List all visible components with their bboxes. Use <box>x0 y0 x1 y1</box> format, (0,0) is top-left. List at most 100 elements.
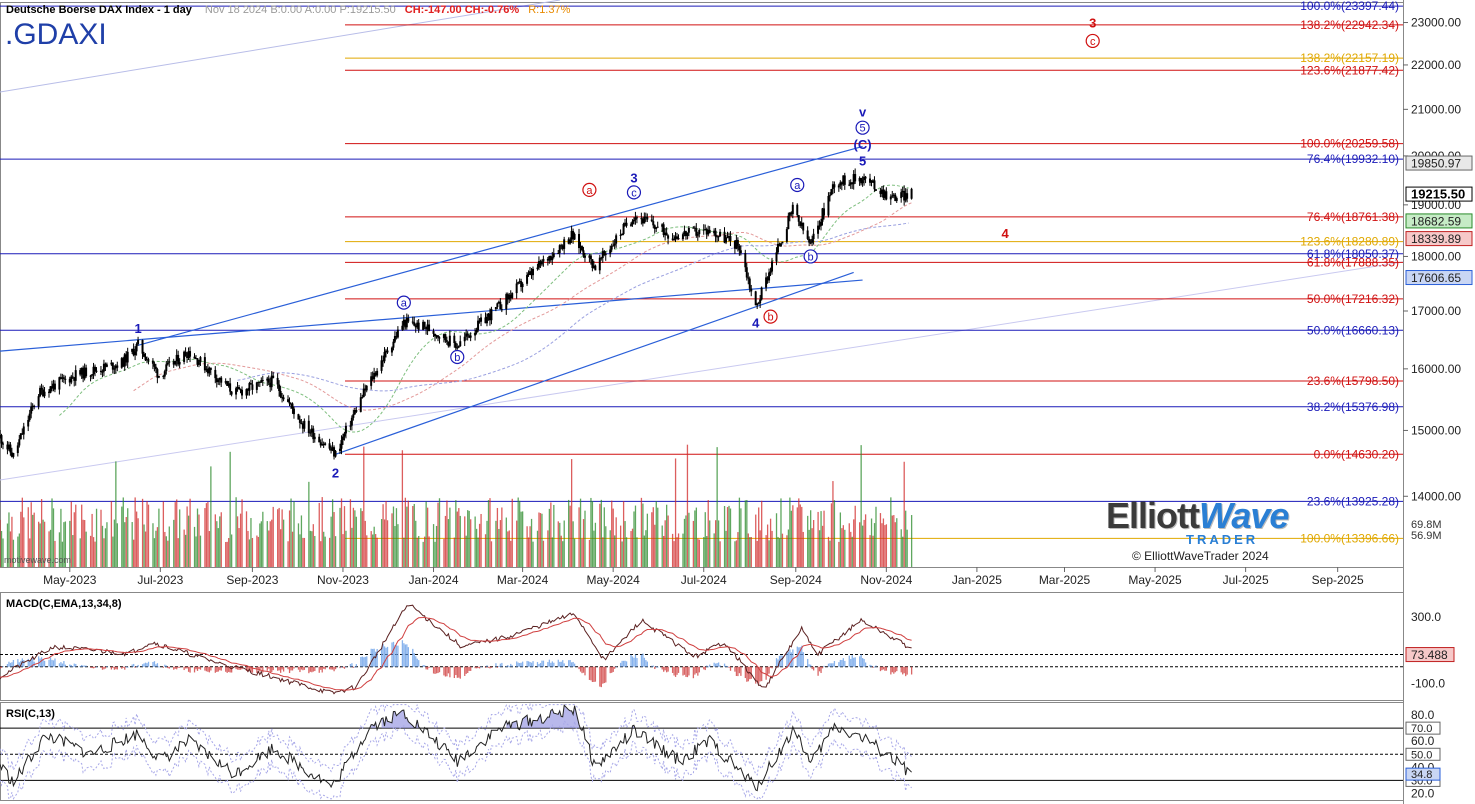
macd-histogram-bar <box>563 663 565 667</box>
volume-bar <box>802 531 804 567</box>
candle-body <box>206 368 209 374</box>
candle-body <box>344 425 347 434</box>
candle-body <box>435 335 438 337</box>
rsi-overbought-fill <box>381 710 419 729</box>
candle-body <box>520 281 523 288</box>
macd-histogram-bar <box>225 666 227 672</box>
macd-histogram-bar <box>612 666 614 672</box>
candle-body <box>50 386 53 389</box>
volume-bar <box>706 536 708 567</box>
macd-histogram-bar <box>324 666 326 670</box>
volume-bar <box>323 531 325 567</box>
rsi-overbought-fill <box>521 705 580 729</box>
volume-bar <box>848 523 850 567</box>
price-tag-2 <box>1405 213 1473 229</box>
volume-bar <box>287 541 289 567</box>
rsi-tick-label-3: 80.0 <box>1411 708 1435 722</box>
macd-histogram-bar <box>559 661 561 667</box>
macd-histogram-bar <box>459 666 461 679</box>
volume-bar <box>578 507 580 567</box>
candle-body <box>622 223 625 235</box>
volume-bar <box>355 516 358 567</box>
volume-bar <box>864 514 867 567</box>
volume-bar <box>167 540 169 567</box>
volume-bar <box>600 499 602 567</box>
macd-histogram-bar <box>75 663 77 667</box>
macd-histogram-bar <box>775 658 778 667</box>
volume-bar <box>750 537 752 567</box>
volume-bar <box>771 530 773 567</box>
candle-body <box>422 321 425 330</box>
volume-bar <box>352 507 355 567</box>
candle-body <box>756 303 759 306</box>
candle-body <box>287 399 290 402</box>
macd-histogram-bar <box>42 659 44 667</box>
volume-bar <box>236 516 239 567</box>
volume-bar <box>542 540 545 567</box>
volume-bar <box>478 523 481 567</box>
macd-histogram-bar <box>799 647 801 667</box>
candle-body <box>361 397 364 399</box>
volume-bar <box>248 539 251 567</box>
candle-body <box>843 175 846 185</box>
macd-histogram-bar <box>259 666 261 672</box>
rsi-title: RSI(C,13) <box>6 708 55 720</box>
macd-histogram-bar <box>882 666 885 670</box>
candle-body <box>276 377 279 385</box>
macd-histogram-bar <box>104 666 107 669</box>
volume-bar <box>155 530 157 567</box>
volume-bar <box>799 504 801 567</box>
macd-histogram-bar <box>879 666 882 672</box>
candle-body <box>175 354 178 361</box>
macd-histogram-bar <box>373 648 375 667</box>
volume-bar <box>81 504 83 567</box>
candle-body <box>497 301 500 304</box>
candle-body <box>806 230 809 239</box>
macd-histogram-bar <box>830 663 833 667</box>
volume-bar <box>538 512 540 567</box>
candle-body <box>157 375 160 378</box>
candle-body <box>235 388 238 395</box>
volume-bar <box>403 537 405 567</box>
candle-body <box>165 364 168 372</box>
candle-body <box>196 358 199 365</box>
volume-bar <box>910 515 913 567</box>
macd-histogram-bar <box>562 660 564 667</box>
volume-bar <box>562 541 564 567</box>
candle-body <box>261 380 264 382</box>
macd-histogram-bar <box>486 665 488 667</box>
candle-body <box>573 233 576 240</box>
wave-circle-3 <box>450 349 465 365</box>
macd-histogram-bar <box>110 666 113 670</box>
volume-bar <box>269 521 271 567</box>
macd-histogram-bar <box>179 666 181 668</box>
candle-body <box>434 333 437 337</box>
candle-body <box>848 184 851 186</box>
volume-bar <box>768 540 770 567</box>
candle-body <box>205 368 208 371</box>
volume-bar <box>798 498 800 567</box>
candle-body <box>869 178 872 183</box>
macd-histogram-bar <box>715 663 717 667</box>
volume-bar <box>239 513 242 567</box>
volume-bar <box>392 506 395 567</box>
volume-bar <box>812 520 815 567</box>
candle-body <box>436 335 439 338</box>
source-label: motivewave.com <box>4 555 72 565</box>
volume-bar <box>113 519 116 567</box>
candle-body <box>257 381 260 383</box>
volume-bar <box>508 530 510 567</box>
macd-panel-frame <box>0 592 1404 701</box>
candle-body <box>393 336 396 342</box>
volume-bar <box>778 538 781 567</box>
macd-histogram-bar <box>848 655 850 667</box>
macd-histogram-bar <box>885 666 888 671</box>
macd-histogram-bar <box>446 666 448 677</box>
volume-bar <box>582 519 585 567</box>
volume-bar <box>667 515 669 567</box>
candle-body <box>588 255 591 258</box>
macd-histogram-bar <box>361 656 363 667</box>
macd-histogram-bar <box>323 666 325 669</box>
macd-histogram-bar <box>489 666 491 669</box>
macd-histogram-bar <box>156 663 159 667</box>
